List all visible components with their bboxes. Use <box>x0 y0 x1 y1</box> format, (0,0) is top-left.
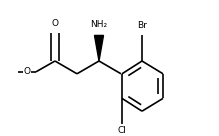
Text: O: O <box>23 67 30 76</box>
Polygon shape <box>95 35 104 61</box>
Text: O: O <box>51 19 58 28</box>
Text: NH₂: NH₂ <box>90 20 108 29</box>
Text: Br: Br <box>137 21 147 30</box>
Text: Cl: Cl <box>118 126 126 135</box>
